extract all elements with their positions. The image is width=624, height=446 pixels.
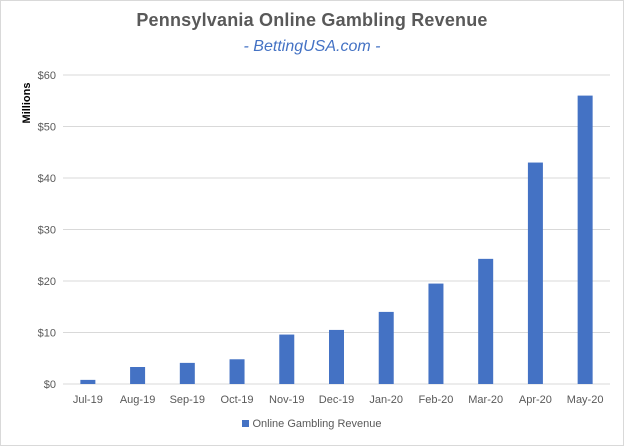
legend-swatch [242, 420, 250, 427]
chart-title: Pennsylvania Online Gambling Revenue [136, 10, 488, 30]
y-tick-label: $60 [38, 70, 56, 82]
x-tick-label: Aug-19 [120, 394, 155, 406]
bar [428, 283, 444, 384]
bar [478, 258, 494, 384]
bar [80, 379, 96, 384]
bar [229, 359, 245, 384]
legend-label: Online Gambling Revenue [252, 418, 382, 430]
bar [179, 362, 195, 384]
x-tick-label: Apr-20 [519, 394, 552, 406]
chart-legend: Online Gambling Revenue [0, 418, 624, 430]
y-tick-label: $10 [38, 328, 56, 340]
y-tick-label: $30 [38, 225, 56, 237]
x-tick-label: May-20 [567, 394, 604, 406]
chart-subtitle: - BettingUSA.com - [243, 38, 381, 55]
x-tick-label: Mar-20 [468, 394, 503, 406]
y-axis-label: Millions [21, 83, 33, 124]
x-tick-label: Sep-19 [170, 394, 205, 406]
bar [279, 334, 295, 384]
y-tick-label: $0 [44, 379, 56, 391]
x-tick-label: Jul-19 [73, 394, 103, 406]
bar [329, 329, 344, 384]
x-tick-label: Jan-20 [369, 394, 403, 406]
y-tick-label: $50 [38, 122, 56, 134]
x-tick-label: Feb-20 [419, 394, 454, 406]
x-tick-label: Nov-19 [269, 394, 304, 406]
x-tick-label: Dec-19 [319, 394, 354, 406]
y-tick-label: $40 [38, 173, 56, 185]
bar [378, 311, 394, 384]
y-tick-label: $20 [38, 276, 56, 288]
bar [577, 95, 593, 384]
x-tick-label: Oct-19 [221, 394, 254, 406]
bar [527, 162, 543, 384]
bar [130, 367, 146, 384]
